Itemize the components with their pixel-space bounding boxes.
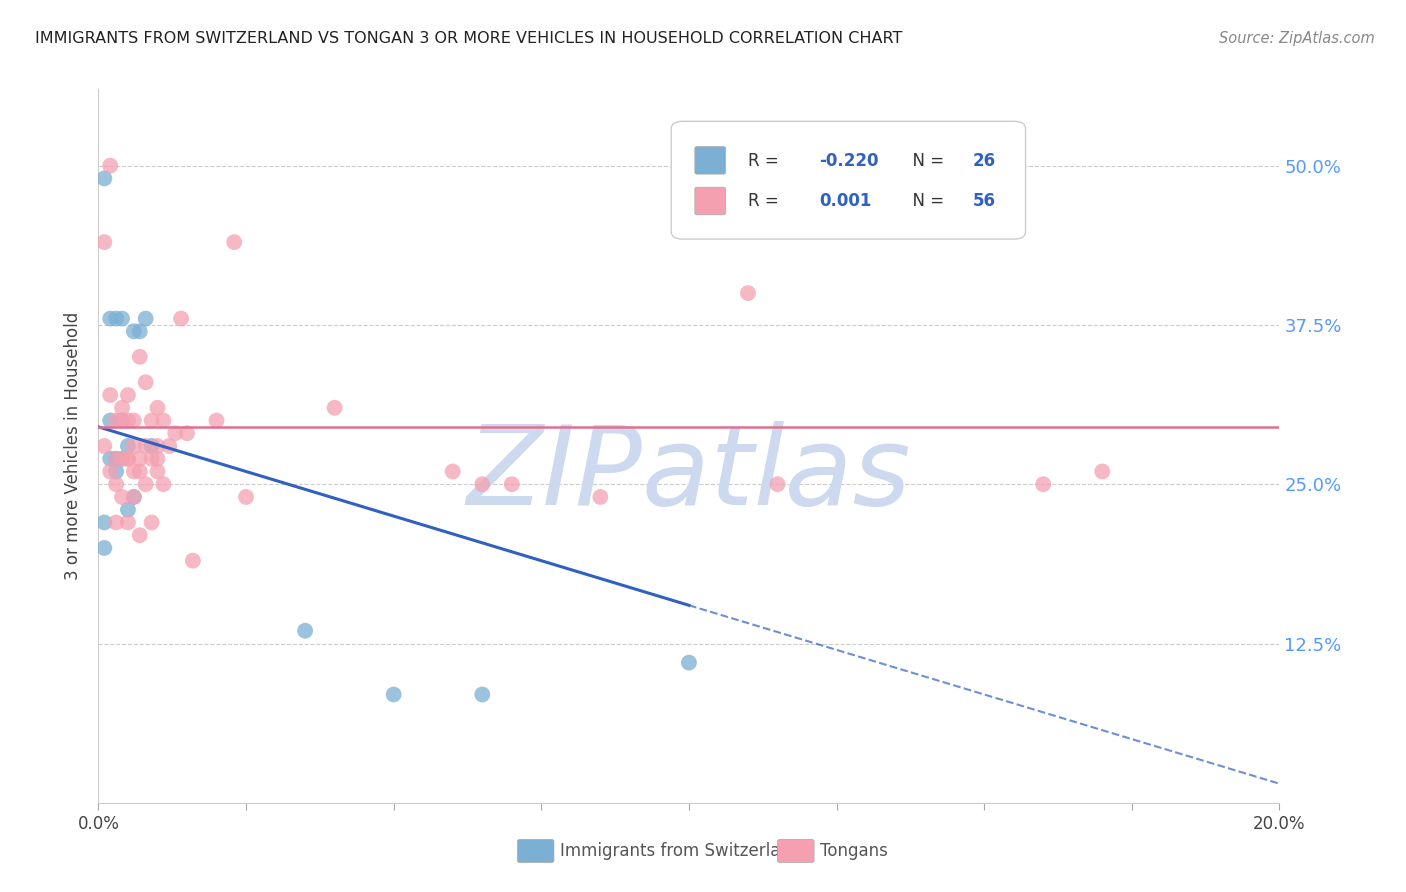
- Point: [141, 439, 163, 453]
- Point: [105, 451, 128, 466]
- Point: [128, 350, 150, 364]
- Text: ZIPatlas: ZIPatlas: [467, 421, 911, 528]
- Point: [111, 451, 134, 466]
- Point: [122, 490, 145, 504]
- Point: [117, 451, 139, 466]
- Point: [135, 376, 157, 390]
- FancyBboxPatch shape: [695, 187, 725, 215]
- Point: [117, 388, 139, 402]
- Point: [111, 401, 134, 415]
- Point: [235, 490, 257, 504]
- Text: N =: N =: [901, 152, 949, 169]
- Point: [105, 516, 128, 530]
- Point: [93, 439, 115, 453]
- Point: [157, 439, 180, 453]
- Point: [98, 465, 121, 479]
- Point: [471, 688, 494, 702]
- Point: [146, 401, 169, 415]
- Text: IMMIGRANTS FROM SWITZERLAND VS TONGAN 3 OR MORE VEHICLES IN HOUSEHOLD CORRELATIO: IMMIGRANTS FROM SWITZERLAND VS TONGAN 3 …: [35, 31, 903, 46]
- Point: [117, 451, 139, 466]
- Point: [111, 413, 134, 427]
- Point: [111, 490, 134, 504]
- Point: [165, 426, 187, 441]
- Point: [135, 311, 157, 326]
- FancyBboxPatch shape: [671, 121, 1025, 239]
- Point: [181, 554, 204, 568]
- Point: [105, 477, 128, 491]
- Point: [128, 465, 150, 479]
- Point: [678, 656, 700, 670]
- Point: [122, 465, 145, 479]
- Text: R =: R =: [748, 193, 785, 211]
- Point: [224, 235, 246, 249]
- Point: [98, 413, 121, 427]
- Text: -0.220: -0.220: [818, 152, 879, 169]
- Point: [98, 159, 121, 173]
- Point: [122, 324, 145, 338]
- Point: [98, 311, 121, 326]
- Point: [122, 413, 145, 427]
- Point: [93, 235, 115, 249]
- Y-axis label: 3 or more Vehicles in Household: 3 or more Vehicles in Household: [65, 312, 83, 580]
- Point: [471, 477, 494, 491]
- Text: 0.001: 0.001: [818, 193, 872, 211]
- Point: [111, 311, 134, 326]
- Point: [105, 465, 128, 479]
- Point: [122, 490, 145, 504]
- Point: [111, 413, 134, 427]
- Point: [98, 451, 121, 466]
- Point: [117, 439, 139, 453]
- Point: [141, 516, 163, 530]
- Point: [117, 413, 139, 427]
- Point: [93, 541, 115, 555]
- Point: [146, 439, 169, 453]
- Point: [141, 413, 163, 427]
- Text: Source: ZipAtlas.com: Source: ZipAtlas.com: [1219, 31, 1375, 46]
- Point: [589, 490, 612, 504]
- Point: [152, 413, 174, 427]
- Point: [111, 451, 134, 466]
- Point: [135, 439, 157, 453]
- Point: [93, 171, 115, 186]
- FancyBboxPatch shape: [695, 146, 725, 174]
- Text: N =: N =: [901, 193, 949, 211]
- Point: [105, 311, 128, 326]
- Point: [205, 413, 228, 427]
- Point: [1032, 477, 1054, 491]
- Point: [93, 516, 115, 530]
- Point: [128, 528, 150, 542]
- Point: [117, 516, 139, 530]
- Point: [176, 426, 198, 441]
- Point: [105, 413, 128, 427]
- Text: R =: R =: [748, 152, 785, 169]
- Point: [122, 439, 145, 453]
- Point: [323, 401, 346, 415]
- Point: [501, 477, 523, 491]
- Point: [146, 465, 169, 479]
- Point: [135, 477, 157, 491]
- Point: [141, 451, 163, 466]
- Point: [382, 688, 405, 702]
- Text: 26: 26: [973, 152, 995, 169]
- Point: [737, 286, 759, 301]
- Point: [766, 477, 789, 491]
- Point: [1091, 465, 1114, 479]
- Text: Immigrants from Switzerland: Immigrants from Switzerland: [560, 842, 801, 860]
- Point: [294, 624, 316, 638]
- Point: [117, 502, 139, 516]
- Point: [441, 465, 464, 479]
- Point: [128, 451, 150, 466]
- Text: 56: 56: [973, 193, 995, 211]
- Text: Tongans: Tongans: [820, 842, 887, 860]
- Point: [128, 324, 150, 338]
- Point: [98, 388, 121, 402]
- Point: [146, 451, 169, 466]
- Point: [105, 451, 128, 466]
- Point: [170, 311, 193, 326]
- Point: [152, 477, 174, 491]
